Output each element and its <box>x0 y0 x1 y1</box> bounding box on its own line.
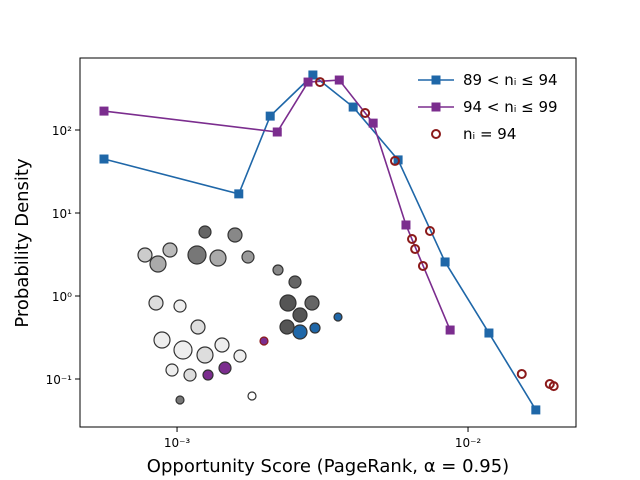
legend-label: 94 < nᵢ ≤ 99 <box>463 98 558 116</box>
network-illustration <box>137 225 343 405</box>
data-point <box>234 189 244 199</box>
data-point <box>516 368 527 379</box>
data-point <box>360 108 371 119</box>
data-point <box>368 118 378 128</box>
series-line <box>103 79 451 331</box>
data-point <box>401 220 411 230</box>
data-point <box>484 328 494 338</box>
data-point <box>410 244 421 255</box>
x-tick-label: 10⁻³ <box>164 436 191 450</box>
y-tick-label: 10¹ <box>52 207 72 221</box>
data-point <box>99 154 109 164</box>
y-tick-label: 10⁻¹ <box>46 373 73 387</box>
data-point <box>389 155 400 166</box>
data-point <box>99 106 109 116</box>
plot-frame <box>79 57 577 428</box>
data-point <box>407 234 418 245</box>
legend-label: 89 < nᵢ ≤ 94 <box>463 71 558 89</box>
data-point <box>348 102 358 112</box>
data-point <box>334 75 344 85</box>
data-point <box>417 260 428 271</box>
data-point <box>440 257 450 267</box>
data-point <box>315 77 326 88</box>
legend-marker <box>431 129 441 139</box>
y-tick-label: 10⁰ <box>52 290 72 304</box>
x-axis-label: Opportunity Score (PageRank, α = 0.95) <box>147 456 509 477</box>
data-point <box>308 70 318 80</box>
legend-label: nᵢ = 94 <box>463 125 516 143</box>
x-tick-label: 10⁻² <box>455 436 482 450</box>
legend-marker <box>431 75 441 85</box>
data-point <box>303 77 313 87</box>
data-point <box>531 405 541 415</box>
y-axis-label: Probability Density <box>12 158 33 328</box>
data-point <box>548 381 559 392</box>
data-point <box>265 111 275 121</box>
data-point <box>424 225 435 236</box>
legend-marker <box>431 102 441 112</box>
data-point <box>272 127 282 137</box>
data-point <box>445 325 455 335</box>
y-tick-label: 10² <box>52 124 72 138</box>
